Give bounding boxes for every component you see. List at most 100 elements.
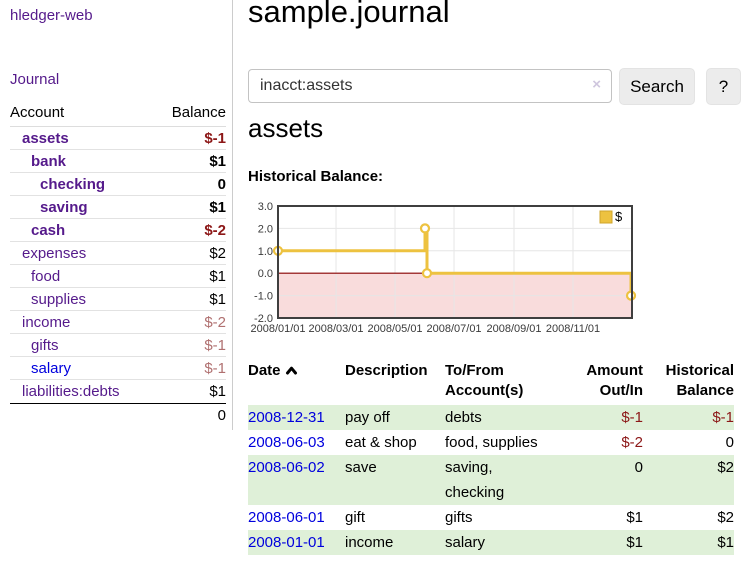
column-header-date[interactable]: Date [248,358,345,405]
account-balance: $2 [209,245,226,262]
sidebar-account-row: gifts $-1 [10,334,226,357]
sidebar-account-row: bank $1 [10,150,226,173]
column-header-balance[interactable]: Historical Balance [665,362,734,399]
cell-accounts: gifts [445,509,473,526]
sidebar-account-row: salary $-1 [10,357,226,380]
account-link-liabilities-debts[interactable]: liabilities:debts [22,383,120,400]
account-balance: $1 [209,383,226,400]
column-header-description[interactable]: Description [345,362,428,379]
y-tick-label: 3.0 [258,201,273,213]
account-link-saving[interactable]: saving [40,199,88,216]
sidebar-account-row: saving $1 [10,196,226,219]
balance-column-label: Balance [171,104,226,121]
cell-date: 2008-12-31 [248,405,345,430]
cell-balance: $2 [717,509,734,526]
x-tick-label: 2008/01/01 [250,323,305,335]
accounts-total-value: 0 [217,407,226,424]
search-button[interactable]: Search [619,68,695,105]
cell-date: 2008-01-01 [248,530,345,555]
plot-border [277,205,633,319]
cell-accounts: salary [445,534,486,551]
cell-balance: $2 [717,459,734,476]
account-column-label: Account [10,104,65,121]
y-tick-label: -2.0 [254,313,273,325]
cell-amount: $1 [626,534,643,551]
y-tick-label: 1.0 [258,246,273,258]
column-header-amount[interactable]: Amount Out/In [586,362,643,399]
register-table: Date Description To/From Account(s) Amou… [248,358,734,555]
cell-date: 2008-06-01 [248,505,345,530]
account-link-gifts[interactable]: gifts [31,337,59,354]
column-header-accounts[interactable]: To/From Account(s) [445,362,524,399]
search-input[interactable] [248,69,612,103]
cell-accounts: food, supplies [445,434,538,451]
register-row: 2008-06-02 save saving, checking 0 $2 [248,455,734,505]
account-link-cash[interactable]: cash [31,222,66,239]
cell-amount: $-1 [621,409,643,426]
register-body: 2008-12-31 pay off debts $-1 $-1 2008-06-03 ea… [248,405,734,555]
register-row: 2008-01-01 income salary $1 $1 [248,530,734,555]
sidebar-account-row: assets $-1 [10,127,226,150]
account-balance: $-1 [204,360,226,377]
account-link-supplies[interactable]: supplies [31,291,87,308]
y-tick-label: 0.0 [258,268,273,280]
account-link-assets[interactable]: assets [22,130,69,147]
cell-accounts: debts [445,409,482,426]
sidebar-accounts-body: assets $-1 bank $1 checking 0 saving $1 cash $-2 e… [10,127,226,403]
account-balance: $-2 [204,222,226,239]
data-point-marker [419,223,431,234]
brand-link[interactable]: hledger-web [10,7,93,24]
cell-balance: $-1 [712,409,734,426]
data-point-marker [421,268,433,279]
account-link-bank[interactable]: bank [31,153,67,170]
sort-ascending-icon [285,366,297,375]
cell-description: pay off [345,409,390,426]
cell-date: 2008-06-03 [248,430,345,455]
search-input-wrap: × [248,69,612,103]
clear-search-icon[interactable]: × [592,76,601,93]
account-balance: $-1 [204,337,226,354]
account-balance: $1 [209,268,226,285]
register-header-row: Date Description To/From Account(s) Amou… [248,358,734,405]
accounts-tree: Account Balance assets $-1 bank $1 checking 0… [10,100,226,426]
sidebar-account-row: checking 0 [10,173,226,196]
accounts-total-row: 0 [10,403,226,426]
account-link-checking[interactable]: checking [40,176,106,193]
transaction-date-link[interactable]: 2008-12-31 [248,409,325,426]
cell-date: 2008-06-02 [248,455,345,505]
cell-description: gift [345,509,366,526]
legend-swatch [599,210,613,224]
x-tick-label: 2008/07/01 [427,323,482,335]
sidebar-account-row: food $1 [10,265,226,288]
sidebar-account-row: supplies $1 [10,288,226,311]
page-title: sample.journal [248,0,450,29]
register-row: 2008-06-03 eat & shop food, supplies $-2 0 [248,430,734,455]
help-button[interactable]: ? [706,68,741,105]
cell-accounts: saving, checking [445,459,505,501]
account-link-expenses[interactable]: expenses [22,245,87,262]
cell-balance: 0 [725,434,734,451]
cell-amount: $-2 [621,434,643,451]
y-tick-label: -1.0 [254,291,273,303]
account-link-salary[interactable]: salary [31,360,72,377]
account-link-food[interactable]: food [31,268,61,285]
accounts-header: Account Balance [10,100,226,127]
transaction-date-link[interactable]: 2008-01-01 [248,534,325,551]
account-balance: $1 [209,291,226,308]
account-heading: assets [248,113,324,143]
x-tick-label: 2008/09/01 [486,323,541,335]
account-balance: $1 [209,199,226,216]
register-row: 2008-12-31 pay off debts $-1 $-1 [248,405,734,430]
sidebar-account-row: liabilities:debts $1 [10,380,226,403]
historical-balance-label: Historical Balance: [248,168,384,185]
transaction-date-link[interactable]: 2008-06-03 [248,434,325,451]
x-tick-label: 2008/05/01 [368,323,423,335]
account-link-income[interactable]: income [22,314,71,331]
account-balance: $-1 [204,130,226,147]
transaction-date-link[interactable]: 2008-06-01 [248,509,325,526]
cell-description: income [345,534,394,551]
sidebar-item-journal[interactable]: Journal [10,71,60,88]
cell-description: eat & shop [345,434,417,451]
transaction-date-link[interactable]: 2008-06-02 [248,459,325,476]
